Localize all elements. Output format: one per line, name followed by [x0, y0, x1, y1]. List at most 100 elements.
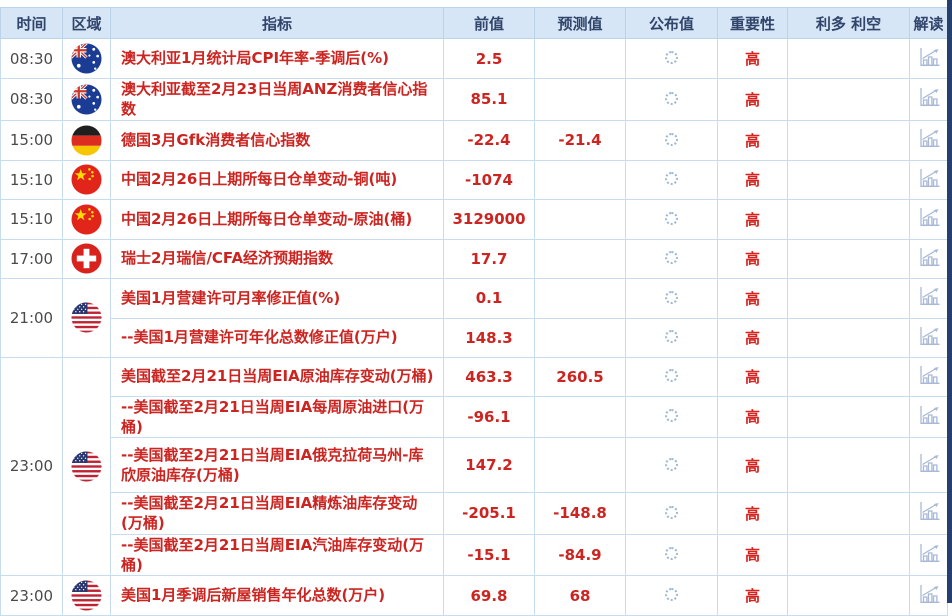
trend-chart-icon[interactable]: [917, 325, 941, 347]
bull-bear-cell: [787, 533, 910, 576]
forecast-cell: [534, 78, 626, 121]
trend-chart-icon[interactable]: [917, 404, 941, 426]
interpret-cell: [909, 533, 948, 576]
forecast-cell: [534, 437, 626, 493]
published-cell: [625, 119, 718, 161]
loading-spinner-icon: [665, 457, 678, 471]
indicator-cell: 澳大利亚1月统计局CPI年率-季调后(%): [110, 38, 444, 79]
indicator-cell: 澳大利亚截至2月23日当周ANZ消费者信心指数: [110, 78, 444, 121]
interpret-cell: [909, 437, 948, 493]
importance-cell: 高: [717, 38, 788, 79]
forecast-cell: [534, 38, 626, 79]
indicator-cell: --美国截至2月21日当周EIA每周原油进口(万桶): [110, 395, 444, 438]
bull-bear-cell: [787, 277, 910, 319]
time-cell: 23:00: [0, 575, 63, 616]
time-cell: 15:10: [0, 198, 63, 240]
flag-switzerland-icon: [71, 243, 102, 274]
time-cell: 15:00: [0, 119, 63, 161]
published-cell: [625, 38, 718, 79]
header-importance: 重要性: [717, 7, 788, 39]
loading-spinner-icon: [665, 290, 678, 304]
region-cell: [62, 38, 111, 79]
trend-chart-icon[interactable]: [917, 127, 941, 149]
bull-bear-cell: [787, 238, 910, 279]
header-interpret: 解读: [909, 7, 948, 39]
flag-australia-icon: [71, 43, 102, 74]
trend-chart-icon[interactable]: [917, 86, 941, 108]
indicator-cell: 美国1月季调后新屋销售年化总数(万户): [110, 575, 444, 616]
trend-chart-icon[interactable]: [917, 583, 941, 605]
forecast-cell: [534, 159, 626, 200]
forecast-cell: 260.5: [534, 356, 626, 397]
published-cell: [625, 395, 718, 438]
indicator-cell: --美国截至2月21日当周EIA汽油库存变动(万桶): [110, 533, 444, 576]
interpret-cell: [909, 395, 948, 438]
trend-chart-icon[interactable]: [917, 452, 941, 474]
importance-cell: 高: [717, 437, 788, 493]
time-cell: 08:30: [0, 38, 63, 79]
trend-chart-icon[interactable]: [917, 206, 941, 228]
loading-spinner-icon: [665, 251, 678, 264]
bull-bear-cell: [787, 119, 910, 161]
importance-cell: 高: [717, 119, 788, 161]
importance-cell: 高: [717, 317, 788, 358]
previous-cell: -205.1: [443, 492, 535, 535]
bull-bear-cell: [787, 78, 910, 121]
flag-china-icon: [71, 204, 102, 235]
interpret-cell: [909, 159, 948, 200]
interpret-cell: [909, 317, 948, 358]
loading-spinner-icon: [665, 330, 678, 343]
time-cell: 17:00: [0, 238, 63, 279]
indicator-cell: 美国截至2月21日当周EIA原油库存变动(万桶): [110, 356, 444, 397]
bull-bear-cell: [787, 317, 910, 358]
region-cell: [62, 78, 111, 121]
scrollbar[interactable]: [947, 0, 952, 603]
trend-chart-icon[interactable]: [917, 364, 941, 386]
importance-cell: 高: [717, 198, 788, 240]
flag-usa-icon: [71, 302, 102, 333]
published-cell: [625, 317, 718, 358]
header-previous: 前值: [443, 7, 535, 39]
published-cell: [625, 277, 718, 319]
table-row: --美国截至2月21日当周EIA精炼油库存变动(万桶) -205.1 -148.…: [1, 492, 948, 535]
table-row: --美国截至2月21日当周EIA俄克拉荷马州-库欣原油库存(万桶) 147.2 …: [1, 437, 948, 493]
trend-chart-icon[interactable]: [917, 167, 941, 189]
loading-spinner-icon: [665, 588, 678, 601]
bull-bear-cell: [787, 198, 910, 240]
loading-spinner-icon: [665, 547, 678, 561]
indicator-cell: 中国2月26日上期所每日仓单变动-铜(吨): [110, 159, 444, 200]
published-cell: [625, 533, 718, 576]
trend-chart-icon[interactable]: [917, 46, 941, 68]
trend-chart-icon[interactable]: [917, 500, 941, 522]
importance-cell: 高: [717, 159, 788, 200]
header-bull-bear: 利多 利空: [787, 7, 910, 39]
loading-spinner-icon: [665, 369, 678, 382]
indicator-cell: --美国1月营建许可年化总数修正值(万户): [110, 317, 444, 358]
published-cell: [625, 575, 718, 616]
importance-cell: 高: [717, 575, 788, 616]
interpret-cell: [909, 575, 948, 616]
trend-chart-icon[interactable]: [917, 542, 941, 564]
interpret-cell: [909, 492, 948, 535]
economic-calendar-table: 时间 区域 指标 前值 预测值 公布值 重要性 利多 利空 解读 08:30 澳…: [0, 7, 948, 616]
table-row: 15:00 德国3月Gfk消费者信心指数 -22.4 -21.4 高: [0, 119, 948, 161]
table-row: 23:00 美国1月季调后新屋销售年化总数(万户) 69.8 68 高: [0, 575, 948, 616]
loading-spinner-icon: [665, 51, 678, 64]
importance-cell: 高: [717, 356, 788, 397]
region-cell: [62, 277, 111, 358]
indicator-cell: 美国1月营建许可月率修正值(%): [110, 277, 444, 319]
trend-chart-icon[interactable]: [917, 285, 941, 307]
loading-spinner-icon: [665, 505, 678, 519]
forecast-cell: -84.9: [534, 533, 626, 576]
indicator-cell: --美国截至2月21日当周EIA俄克拉荷马州-库欣原油库存(万桶): [110, 437, 444, 493]
published-cell: [625, 492, 718, 535]
bull-bear-cell: [787, 159, 910, 200]
trend-chart-icon[interactable]: [917, 246, 941, 268]
time-cell: 15:10: [0, 159, 63, 200]
bull-bear-cell: [787, 492, 910, 535]
interpret-cell: [909, 277, 948, 319]
flag-usa-icon: [71, 451, 102, 482]
previous-cell: 147.2: [443, 437, 535, 493]
loading-spinner-icon: [665, 91, 678, 105]
